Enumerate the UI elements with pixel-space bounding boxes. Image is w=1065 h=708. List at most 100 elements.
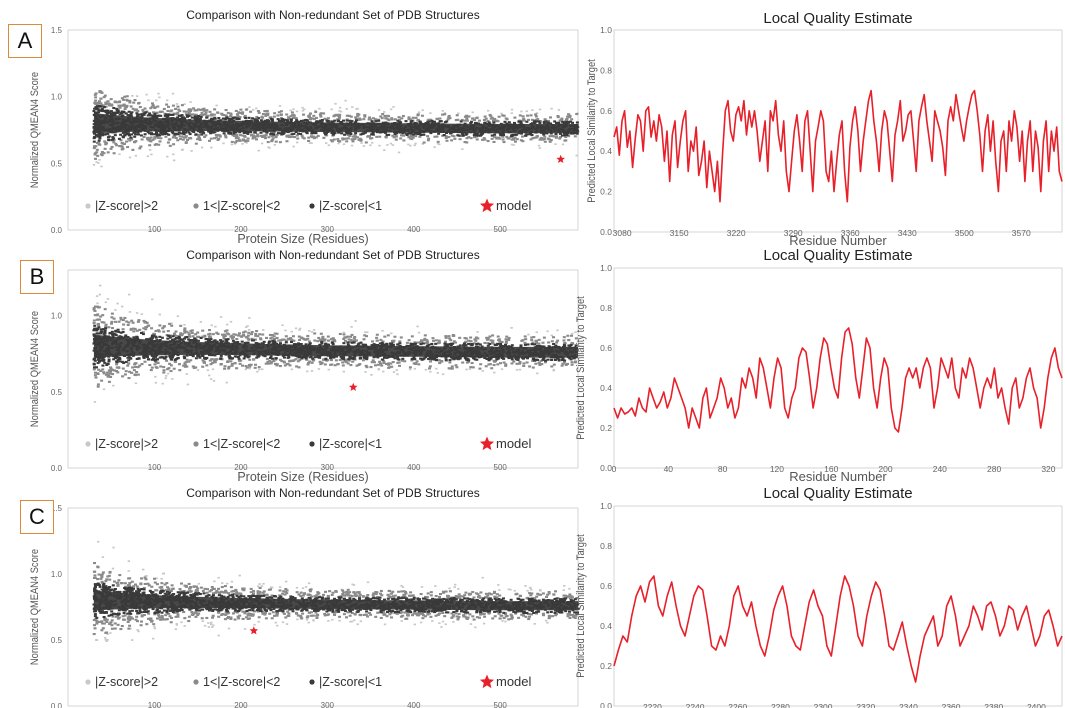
scatter-point (224, 136, 228, 139)
scatter-point (152, 332, 156, 335)
scatter-point (526, 343, 530, 346)
scatter-point (185, 114, 189, 117)
scatter-point (177, 117, 181, 120)
scatter-point (414, 142, 417, 145)
scatter-point (461, 134, 465, 137)
scatter-point (168, 117, 172, 120)
scatter-point (446, 345, 450, 348)
scatter-point (387, 363, 391, 366)
scatter-point (570, 361, 574, 364)
scatter-point (499, 134, 503, 137)
scatter-point (322, 136, 326, 139)
scatter-xlabel: Protein Size (Residues) (237, 232, 368, 246)
scatter-point (227, 365, 231, 368)
scatter-point (222, 132, 226, 135)
scatter-point (154, 355, 158, 358)
scatter-point (443, 112, 447, 114)
scatter-point (438, 117, 442, 120)
scatter-point (461, 148, 464, 150)
scatter-point (146, 155, 150, 158)
scatter-point (116, 302, 119, 305)
scatter-point (407, 118, 411, 121)
scatter-point (558, 132, 562, 135)
scatter-point (241, 111, 245, 114)
scatter-point (563, 122, 567, 125)
scatter-point (486, 357, 490, 360)
scatter-point (106, 151, 110, 154)
scatter-point (199, 114, 203, 117)
scatter-point (258, 368, 261, 371)
scatter-point (327, 339, 331, 342)
scatter-point (133, 99, 137, 102)
scatter-point (320, 121, 324, 124)
scatter-point (560, 364, 564, 367)
scatter-point (400, 134, 403, 137)
scatter-point (110, 320, 114, 323)
scatter-point (256, 110, 260, 113)
scatter-point (139, 134, 143, 137)
scatter-point (494, 343, 498, 346)
scatter-point (487, 359, 491, 362)
scatter-point (237, 334, 241, 337)
scatter-point (203, 357, 207, 360)
scatter-point (140, 331, 143, 334)
scatter-point (323, 363, 327, 366)
scatter-point (561, 362, 565, 365)
scatter-point (277, 111, 281, 114)
scatter-point (159, 137, 163, 140)
scatter-point (280, 360, 284, 363)
scatter-point (119, 331, 123, 334)
line-xtick: 3360 (841, 228, 860, 238)
scatter-point (296, 141, 299, 144)
scatter-point (162, 133, 166, 136)
scatter-point (417, 111, 421, 114)
scatter-point (95, 161, 98, 163)
scatter-point (275, 342, 279, 345)
scatter-point (563, 345, 567, 348)
scatter-point (333, 119, 337, 122)
scatter-point (174, 136, 178, 139)
scatter-point (413, 341, 417, 344)
scatter-point (431, 357, 435, 360)
scatter-point (523, 335, 527, 338)
scatter-point (428, 367, 431, 370)
scatter-point (341, 361, 345, 364)
scatter-point (307, 361, 311, 364)
scatter-point (330, 359, 333, 362)
scatter-point (203, 335, 207, 338)
scatter-point (441, 113, 445, 116)
scatter-point (133, 373, 137, 376)
scatter-point (248, 358, 252, 361)
scatter-point (482, 137, 486, 140)
scatter-point (258, 333, 262, 336)
scatter-point (314, 136, 318, 139)
scatter-point (471, 111, 474, 114)
scatter-point (284, 329, 287, 332)
scatter-point (196, 331, 200, 334)
scatter-point (200, 146, 204, 149)
scatter-point (566, 121, 570, 124)
scatter-point (223, 134, 227, 137)
scatter-point (342, 143, 346, 146)
scatter-point (549, 122, 553, 125)
scatter-point (245, 141, 248, 144)
scatter-point (146, 114, 150, 117)
scatter-point (106, 362, 110, 365)
scatter-point (473, 119, 476, 122)
scatter-point (420, 340, 424, 343)
scatter-point (550, 107, 553, 110)
scatter-point (423, 337, 427, 340)
scatter-point (233, 116, 237, 119)
line-title: Local Quality Estimate (763, 10, 912, 27)
scatter-point (142, 355, 146, 358)
scatter-point (95, 305, 99, 308)
scatter-point (151, 104, 155, 107)
scatter-point (239, 134, 242, 137)
scatter-point (119, 112, 123, 115)
scatter-point (418, 135, 422, 138)
scatter-point (298, 338, 302, 341)
scatter-point (354, 117, 358, 120)
scatter-point (286, 116, 290, 119)
scatter-point (529, 138, 533, 141)
scatter-point (351, 360, 355, 363)
